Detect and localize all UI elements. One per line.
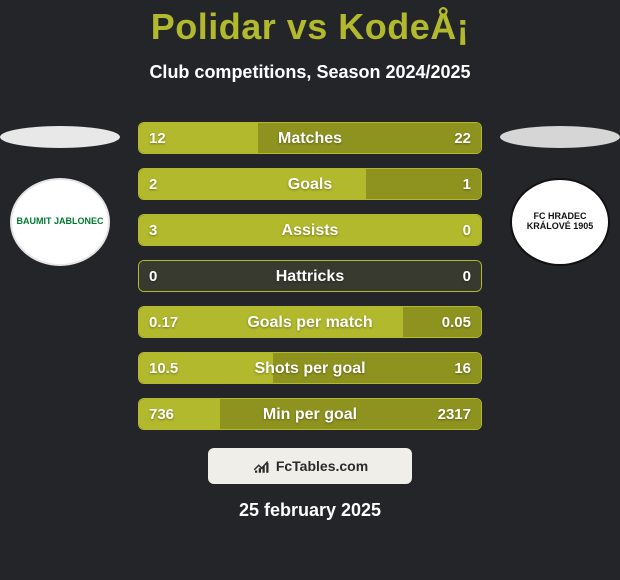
- stat-value-team1: 0.17: [149, 307, 178, 338]
- stat-label: Matches: [139, 123, 481, 154]
- stat-value-team2: 0: [463, 261, 471, 292]
- stat-value-team1: 10.5: [149, 353, 178, 384]
- stat-value-team2: 16: [454, 353, 471, 384]
- team1-column: BAUMIT JABLONEC: [0, 126, 120, 266]
- date-label: 25 february 2025: [0, 500, 620, 521]
- stat-value-team2: 22: [454, 123, 471, 154]
- team1-badge: BAUMIT JABLONEC: [10, 178, 110, 266]
- stat-value-team2: 0.05: [442, 307, 471, 338]
- stat-row: Assists3 0: [138, 214, 482, 246]
- stat-row: Goals2 1: [138, 168, 482, 200]
- stat-value-team1: 0: [149, 261, 157, 292]
- stat-label: Goals per match: [139, 307, 481, 338]
- team1-badge-text: BAUMIT JABLONEC: [17, 217, 104, 227]
- stat-value-team1: 736: [149, 399, 174, 430]
- stat-label: Goals: [139, 169, 481, 200]
- brand-text: FcTables.com: [276, 458, 368, 474]
- stat-label: Shots per goal: [139, 353, 481, 384]
- stat-row: Shots per goal10.5 16: [138, 352, 482, 384]
- stat-label: Min per goal: [139, 399, 481, 430]
- team2-badge-text: FC HRADEC KRÁLOVÉ 1905: [516, 212, 604, 232]
- stat-value-team1: 2: [149, 169, 157, 200]
- team2-placeholder-oval: [500, 126, 620, 148]
- stat-row: Matches12 22: [138, 122, 482, 154]
- subtitle: Club competitions, Season 2024/2025: [0, 62, 620, 83]
- page-title: Polidar vs KodeÅ¡: [0, 0, 620, 48]
- stat-value-team1: 3: [149, 215, 157, 246]
- brand-link[interactable]: FcTables.com: [208, 448, 412, 484]
- stat-row: Goals per match0.17 0.05: [138, 306, 482, 338]
- team2-badge: FC HRADEC KRÁLOVÉ 1905: [510, 178, 610, 266]
- stat-row: Min per goal736 2317: [138, 398, 482, 430]
- stat-value-team1: 12: [149, 123, 166, 154]
- team2-column: FC HRADEC KRÁLOVÉ 1905: [500, 126, 620, 266]
- stat-value-team2: 0: [463, 215, 471, 246]
- brand-chart-icon: [252, 457, 270, 475]
- stat-label: Hattricks: [139, 261, 481, 292]
- comparison-card: Polidar vs KodeÅ¡ Club competitions, Sea…: [0, 0, 620, 580]
- stat-row: Hattricks0 0: [138, 260, 482, 292]
- stat-label: Assists: [139, 215, 481, 246]
- stats-list: Matches1222Goals21Assists30Hattricks00Go…: [138, 122, 482, 430]
- stat-value-team2: 2317: [438, 399, 471, 430]
- team1-placeholder-oval: [0, 126, 120, 148]
- stat-value-team2: 1: [463, 169, 471, 200]
